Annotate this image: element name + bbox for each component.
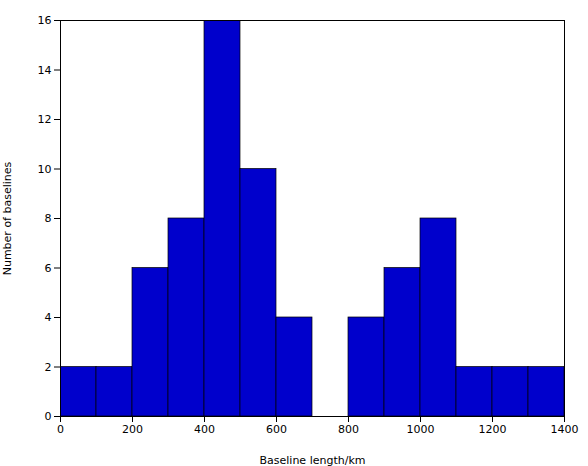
svg-text:1000: 1000 bbox=[407, 423, 435, 436]
svg-text:800: 800 bbox=[338, 423, 359, 436]
svg-text:14: 14 bbox=[38, 64, 52, 77]
svg-text:4: 4 bbox=[45, 311, 52, 324]
svg-text:Number of baselines: Number of baselines bbox=[1, 161, 14, 275]
svg-text:200: 200 bbox=[122, 423, 143, 436]
svg-text:400: 400 bbox=[194, 423, 215, 436]
svg-text:10: 10 bbox=[38, 163, 52, 176]
svg-text:12: 12 bbox=[38, 113, 52, 126]
svg-text:600: 600 bbox=[266, 423, 287, 436]
svg-text:0: 0 bbox=[57, 423, 64, 436]
svg-text:6: 6 bbox=[45, 262, 52, 275]
svg-text:16: 16 bbox=[38, 14, 52, 27]
svg-text:1200: 1200 bbox=[479, 423, 507, 436]
svg-text:0: 0 bbox=[45, 410, 52, 423]
svg-text:Baseline length/km: Baseline length/km bbox=[260, 454, 366, 466]
svg-text:1400: 1400 bbox=[551, 423, 579, 436]
svg-text:2: 2 bbox=[45, 361, 52, 374]
svg-text:8: 8 bbox=[45, 212, 52, 225]
